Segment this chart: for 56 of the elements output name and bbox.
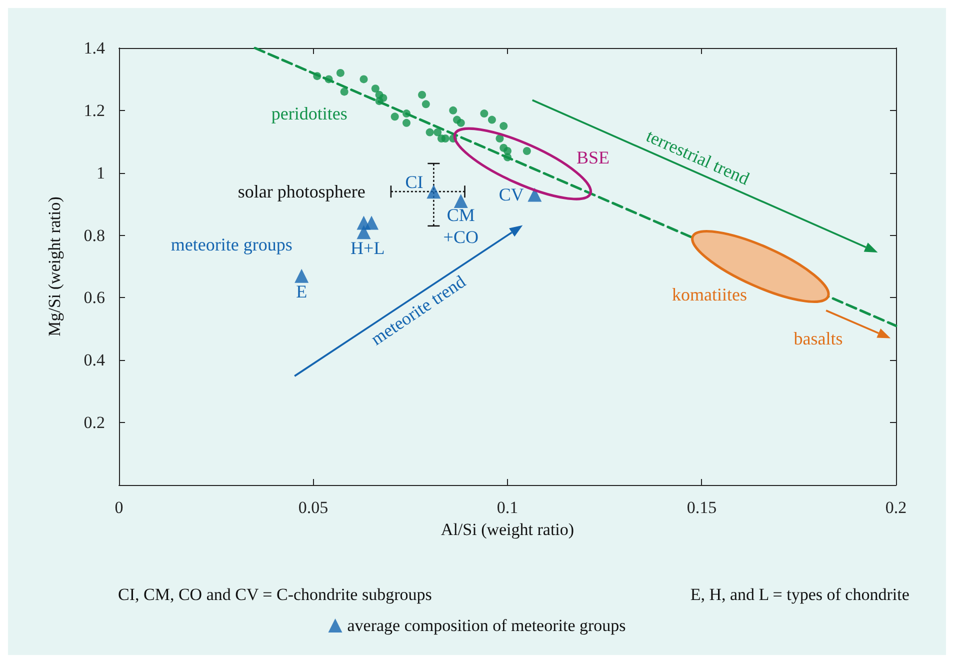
point [371,84,380,93]
annotation: CI [405,172,424,192]
point [402,118,410,127]
point [434,128,442,136]
point [426,128,434,136]
y-tick-label: 1 [96,163,105,182]
point [324,75,333,84]
annotation: peridotites [271,104,348,124]
y-tick-label: 0.2 [84,413,105,432]
x-tick-label: 0.05 [298,498,328,517]
text: E, H, and L = types of chondrite [690,585,910,604]
point [456,118,465,127]
annotation: CV [498,184,524,205]
annotation: basalts [794,328,843,348]
point [418,90,426,99]
point [340,88,348,96]
y-tick-label: 0.4 [84,350,106,370]
legend-label: average composition of meteorite groups [347,616,626,635]
text: CI, CM, CO and CV = C-chondrite subgroups [118,585,432,604]
point [402,110,410,118]
annotation: BSE [576,147,610,168]
annotation: CM +CO [443,204,478,247]
point [294,268,309,283]
point [454,194,468,208]
point [488,116,496,124]
y-tick-label: 1.4 [84,38,106,58]
point [528,188,542,202]
y-axis-title: Mg/Si (weight ratio) [45,196,64,336]
point [422,100,430,108]
point [496,134,504,143]
point [500,122,508,130]
point [504,153,512,162]
point [390,112,399,121]
point [375,97,384,106]
x-tick-label: 0.1 [496,498,518,517]
annotation: meteorite groups [170,234,292,255]
x-axis-title: Al/Si (weight ratio) [440,520,574,539]
point [449,106,458,114]
x-tick-label: 0 [114,498,124,517]
point [360,75,368,84]
y-tick-label: 1.2 [84,100,105,120]
x-tick-label: 0.15 [686,498,717,517]
point [522,147,531,156]
annotation: komatiites [672,284,748,305]
y-tick-label: 0.8 [84,226,105,245]
point [313,72,322,80]
annotation: solar photosphere [238,182,366,202]
annotation: H+L [350,238,385,258]
point [336,68,344,77]
point [480,110,488,118]
y-tick-label: 0.6 [84,288,105,308]
annotation: E [296,281,308,302]
point [441,134,450,143]
point [426,184,441,199]
x-tick-label: 0.2 [885,498,907,517]
point [364,216,379,230]
